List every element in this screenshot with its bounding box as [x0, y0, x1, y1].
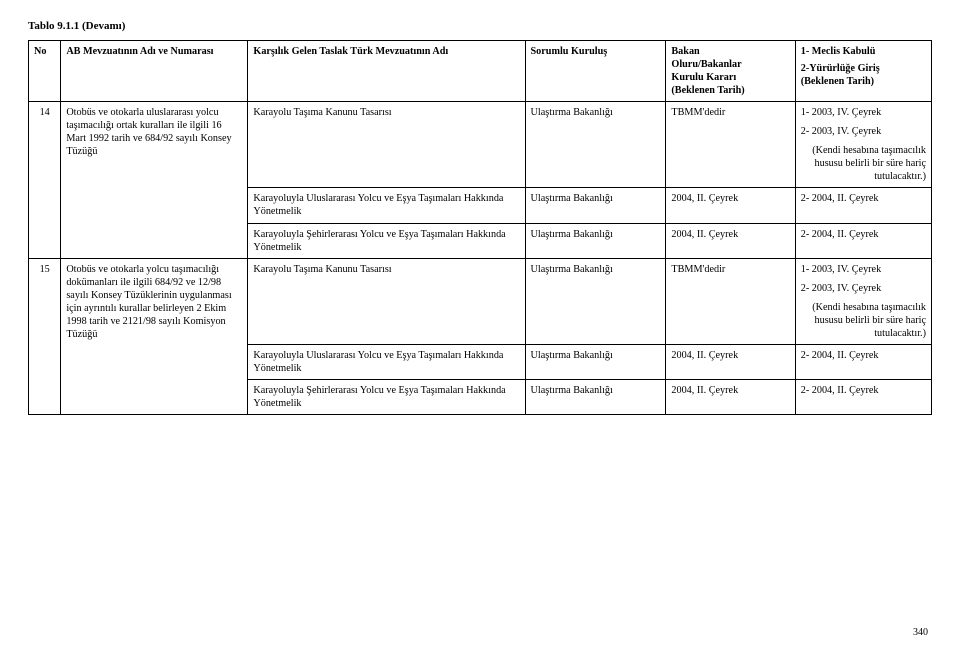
cell-sorumlu: Ulaştırma Bakanlığı — [525, 102, 666, 188]
cell-bakan: 2004, II. Çeyrek — [666, 344, 795, 379]
cell-meclis: 2- 2004, II. Çeyrek — [795, 188, 931, 223]
cell-kars: Karayoluyla Şehirlerarası Yolcu ve Eşya … — [248, 223, 525, 258]
col-ab: AB Mevzuatının Adı ve Numarası — [61, 41, 248, 102]
page-number: 340 — [913, 627, 928, 638]
col-bakan-l2: Oluru/Bakanlar — [671, 58, 789, 71]
meclis-l1: 1- 2003, IV. Çeyrek — [801, 263, 926, 276]
cell-ab: Otobüs ve otokarla uluslararası yolcu ta… — [61, 102, 248, 258]
cell-sorumlu: Ulaştırma Bakanlığı — [525, 344, 666, 379]
cell-kars: Karayoluyla Uluslararası Yolcu ve Eşya T… — [248, 344, 525, 379]
data-table: No AB Mevzuatının Adı ve Numarası Karşıl… — [28, 40, 932, 415]
cell-no: 15 — [29, 258, 61, 414]
col-meclis: 1- Meclis Kabulü 2-Yürürlüğe Giriş (Bekl… — [795, 41, 931, 102]
cell-meclis: 1- 2003, IV. Çeyrek 2- 2003, IV. Çeyrek … — [795, 258, 931, 344]
cell-sorumlu: Ulaştırma Bakanlığı — [525, 223, 666, 258]
meclis-l1: 1- 2003, IV. Çeyrek — [801, 106, 926, 119]
cell-bakan: 2004, II. Çeyrek — [666, 379, 795, 414]
cell-bakan: 2004, II. Çeyrek — [666, 188, 795, 223]
cell-bakan: TBMM'dedir — [666, 102, 795, 188]
table-header-row: No AB Mevzuatının Adı ve Numarası Karşıl… — [29, 41, 932, 102]
cell-no: 14 — [29, 102, 61, 258]
table-row: 14 Otobüs ve otokarla uluslararası yolcu… — [29, 102, 932, 188]
cell-bakan: 2004, II. Çeyrek — [666, 223, 795, 258]
cell-meclis: 2- 2004, II. Çeyrek — [795, 223, 931, 258]
meclis-l2: 2- 2003, IV. Çeyrek — [801, 282, 926, 295]
cell-kars: Karayoluyla Uluslararası Yolcu ve Eşya T… — [248, 188, 525, 223]
col-bakan-l4: (Beklenen Tarih) — [671, 84, 789, 97]
meclis-l2: 2- 2003, IV. Çeyrek — [801, 125, 926, 138]
cell-sorumlu: Ulaştırma Bakanlığı — [525, 379, 666, 414]
col-bakan: Bakan Oluru/Bakanlar Kurulu Kararı (Bekl… — [666, 41, 795, 102]
cell-kars: Karayolu Taşıma Kanunu Tasarısı — [248, 258, 525, 344]
cell-kars: Karayoluyla Şehirlerarası Yolcu ve Eşya … — [248, 379, 525, 414]
col-no: No — [29, 41, 61, 102]
cell-bakan: TBMM'dedir — [666, 258, 795, 344]
col-bakan-l3: Kurulu Kararı — [671, 71, 789, 84]
page-title: Tablo 9.1.1 (Devamı) — [28, 20, 932, 32]
table-row: 15 Otobüs ve otokarla yolcu taşımacılığı… — [29, 258, 932, 344]
cell-meclis: 2- 2004, II. Çeyrek — [795, 379, 931, 414]
cell-sorumlu: Ulaştırma Bakanlığı — [525, 258, 666, 344]
cell-ab: Otobüs ve otokarla yolcu taşımacılığı do… — [61, 258, 248, 414]
cell-meclis: 1- 2003, IV. Çeyrek 2- 2003, IV. Çeyrek … — [795, 102, 931, 188]
cell-kars: Karayolu Taşıma Kanunu Tasarısı — [248, 102, 525, 188]
meclis-note: (Kendi hesabına taşımacılık hususu belir… — [801, 301, 926, 340]
col-kars: Karşılık Gelen Taslak Türk Mevzuatının A… — [248, 41, 525, 102]
col-bakan-l1: Bakan — [671, 45, 789, 58]
meclis-note: (Kendi hesabına taşımacılık hususu belir… — [801, 144, 926, 183]
col-meclis-l3: (Beklenen Tarih) — [801, 75, 926, 88]
cell-sorumlu: Ulaştırma Bakanlığı — [525, 188, 666, 223]
col-meclis-l2: 2-Yürürlüğe Giriş — [801, 62, 926, 75]
col-meclis-l1: 1- Meclis Kabulü — [801, 45, 926, 58]
col-sorumlu: Sorumlu Kuruluş — [525, 41, 666, 102]
cell-meclis: 2- 2004, II. Çeyrek — [795, 344, 931, 379]
